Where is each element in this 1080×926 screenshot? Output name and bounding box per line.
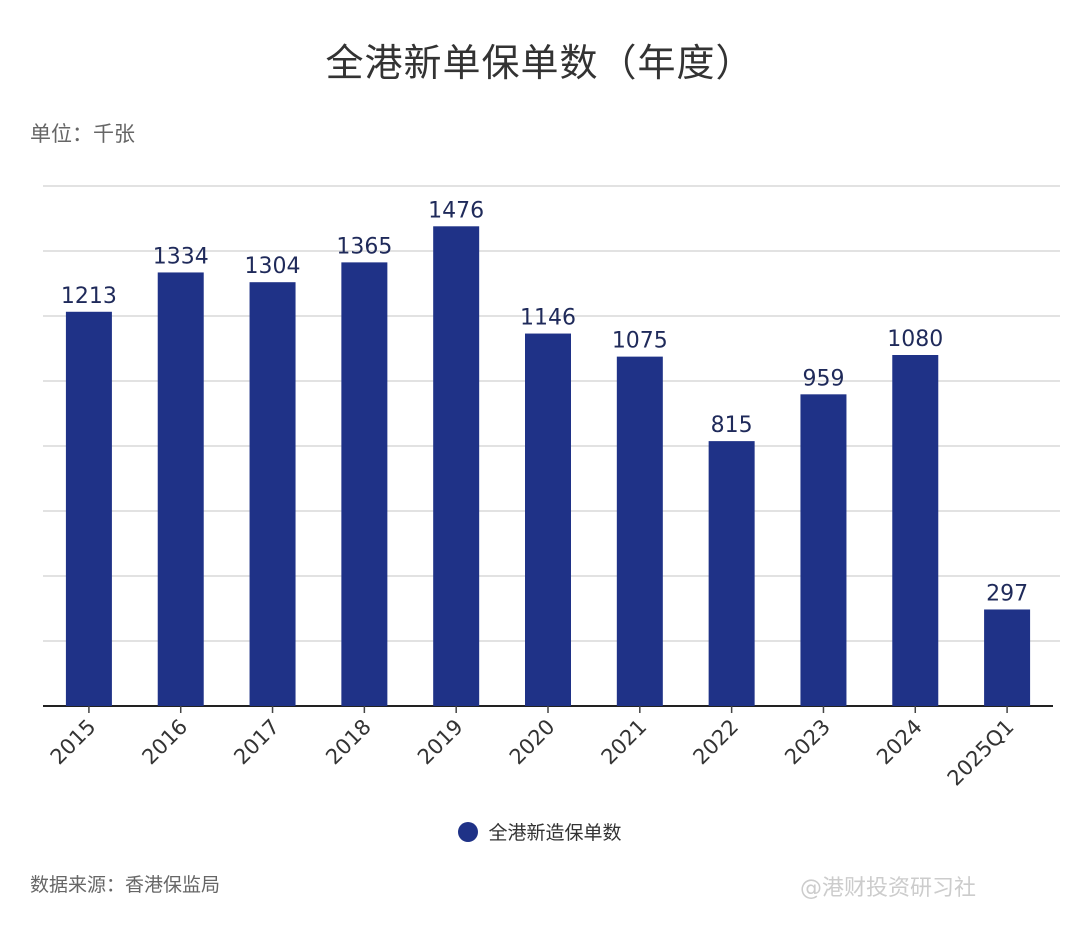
x-tick-label: 2019 [413,715,468,770]
x-tick-label: 2018 [321,715,376,770]
bar [800,394,847,706]
bar [616,356,663,706]
chart-title: 全港新单保单数（年度） [325,41,755,85]
bar [984,609,1031,706]
x-tick-label: 2025Q1 [943,715,1019,791]
data-label: 1365 [336,234,392,259]
unit-label: 单位：千张 [30,122,135,146]
data-label: 815 [711,413,753,438]
x-tick-label: 2015 [46,715,101,770]
bar [249,282,296,706]
watermark: @港财投资研习社 [800,876,977,901]
bar [708,441,755,706]
bar [525,333,571,706]
data-label: 1334 [153,244,209,269]
x-tick-label: 2022 [688,715,743,770]
x-tick-label: 2021 [597,715,652,770]
x-tick-label: 2024 [872,715,927,770]
bar [157,272,204,706]
data-label: 1080 [887,327,943,352]
data-label: 1476 [428,198,484,223]
x-tick-label: 2016 [137,715,192,770]
legend: 全港新造保单数 [0,818,1080,845]
legend-marker [458,822,479,842]
x-tick-label: 2017 [229,715,284,770]
data-label: 297 [986,581,1028,606]
bar [65,311,112,706]
x-tick-label: 2023 [780,715,835,770]
data-label: 1146 [520,306,576,331]
data-label: 1304 [245,254,301,279]
data-label: 1213 [61,284,117,309]
data-label: 959 [802,366,844,391]
source-note: 数据来源：香港保监局 [30,874,221,896]
legend-label: 全港新造保单数 [488,822,622,844]
x-tick-label: 2020 [505,715,560,770]
bar [341,262,388,706]
bar [892,355,939,706]
data-label: 1075 [612,329,668,354]
bar [433,226,480,707]
